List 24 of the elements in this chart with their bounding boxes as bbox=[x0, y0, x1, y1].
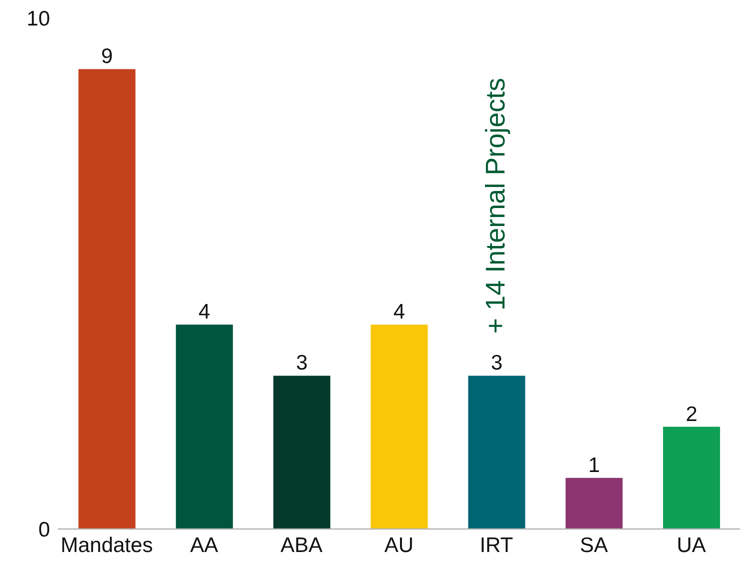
annotation: + 14 Internal Projects bbox=[480, 78, 510, 334]
x-tick-label: SA bbox=[580, 534, 608, 557]
bar bbox=[176, 324, 233, 529]
data-label: 9 bbox=[101, 45, 113, 68]
data-label: 3 bbox=[296, 352, 308, 375]
data-label: 1 bbox=[588, 454, 600, 477]
data-label: 2 bbox=[686, 402, 698, 426]
x-tick-label: AA bbox=[190, 534, 218, 557]
bar bbox=[663, 426, 720, 529]
data-label: 4 bbox=[393, 300, 406, 324]
y-tick-label: 10 bbox=[26, 7, 50, 30]
data-label: 4 bbox=[198, 300, 211, 324]
bar bbox=[78, 69, 136, 529]
x-tick-label: ABA bbox=[280, 534, 323, 557]
y-tick-label: 0 bbox=[38, 518, 50, 542]
x-tick-label: AU bbox=[384, 534, 414, 557]
bar bbox=[273, 376, 330, 529]
bar bbox=[566, 478, 623, 529]
bar bbox=[370, 324, 428, 529]
data-label: 3 bbox=[490, 352, 503, 375]
x-tick-label: UA bbox=[676, 534, 706, 557]
x-tick-label: Mandates bbox=[60, 534, 153, 557]
x-tick-label: IRT bbox=[480, 534, 514, 557]
bar bbox=[468, 376, 526, 529]
